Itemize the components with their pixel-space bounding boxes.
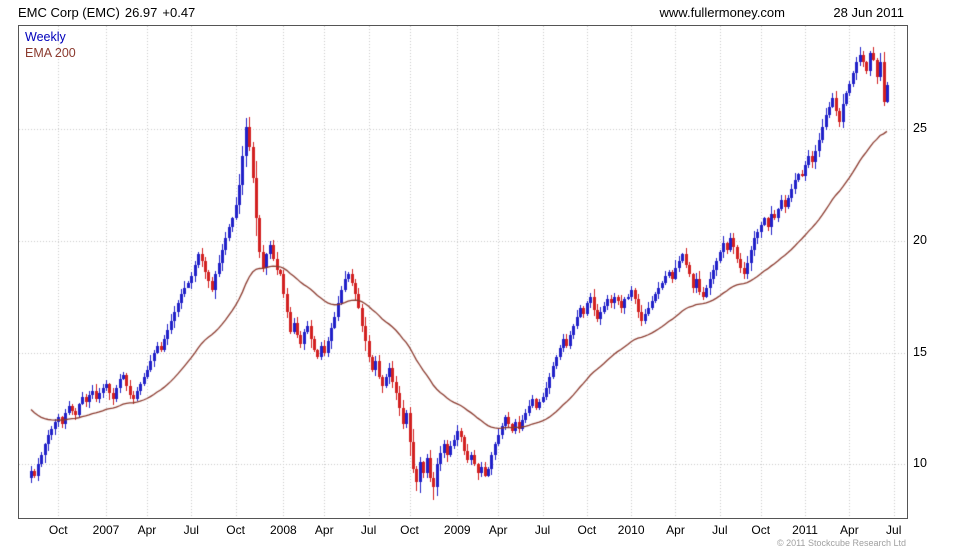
x-tick-label: 2007 [92, 523, 120, 537]
x-tick-label: Jul [712, 523, 728, 537]
x-tick-label: Oct [751, 523, 771, 537]
x-tick-label: Jul [183, 523, 199, 537]
x-tick-label: 2011 [792, 523, 818, 537]
chart-area: Weekly EMA 200 [18, 25, 908, 519]
price-chart-canvas [19, 26, 907, 518]
x-tick-label: 2010 [617, 523, 645, 537]
y-tick-label: 15 [913, 344, 927, 359]
x-tick-label: 2009 [443, 523, 471, 537]
x-tick-label: Apr [314, 523, 334, 537]
y-tick-label: 25 [913, 120, 927, 135]
chart-date: 28 Jun 2011 [833, 5, 904, 20]
instrument-name: EMC Corp (EMC) [18, 5, 120, 20]
copyright-notice: © 2011 Stockcube Research Ltd [776, 538, 906, 548]
x-tick-label: Apr [666, 523, 685, 537]
website-text: www.fullermoney.com [659, 5, 785, 20]
price-change: +0.47 [162, 5, 196, 20]
x-tick-label: Jul [360, 523, 377, 537]
x-tick-label: Apr [488, 523, 508, 537]
y-tick-label: 10 [913, 456, 927, 471]
x-tick-label: 2008 [269, 523, 297, 537]
instrument-title: EMC Corp (EMC) 26.97 +0.47 [18, 5, 200, 20]
x-tick-label: Oct [400, 523, 419, 537]
legend-weekly-label: Weekly [25, 30, 66, 44]
x-tick-label: Oct [48, 523, 68, 537]
x-tick-label: Apr [840, 523, 859, 537]
chart-legend: Weekly EMA 200 [25, 29, 76, 61]
legend-ema-label: EMA 200 [25, 46, 76, 60]
x-tick-label: Apr [137, 523, 157, 537]
x-tick-label: Oct [577, 523, 597, 537]
x-tick-label: Jul [534, 523, 551, 537]
x-tick-label: Oct [226, 523, 245, 537]
x-tick-label: Jul [886, 523, 902, 537]
last-price: 26.97 [124, 5, 158, 20]
y-tick-label: 20 [913, 232, 927, 247]
